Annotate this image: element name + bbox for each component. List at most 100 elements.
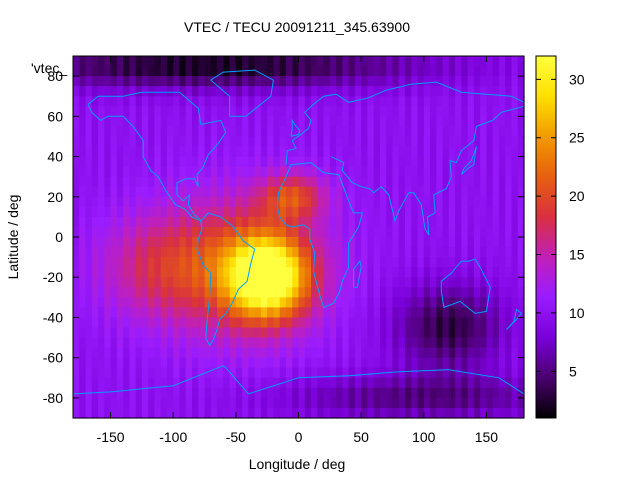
heatmap-cell	[135, 257, 143, 268]
heatmap-cell	[242, 176, 249, 188]
heatmap-cell	[166, 347, 174, 359]
heatmap-cell	[166, 66, 174, 77]
heatmap-cell	[361, 397, 368, 409]
heatmap-cell	[235, 136, 243, 148]
heatmap-cell	[492, 377, 500, 389]
heatmap-cell	[179, 407, 187, 419]
heatmap-cell	[160, 156, 168, 168]
heatmap-cell	[348, 126, 356, 138]
heatmap-cell	[373, 206, 381, 218]
heatmap-cell	[417, 166, 425, 178]
heatmap-cell	[210, 226, 218, 238]
heatmap-cell	[73, 166, 80, 178]
heatmap-cell	[192, 156, 199, 168]
heatmap-cell	[198, 397, 206, 409]
heatmap-cell	[279, 216, 287, 228]
heatmap-cell	[260, 367, 268, 379]
heatmap-cell	[110, 407, 118, 419]
heatmap-cell	[467, 106, 475, 117]
heatmap-cell	[373, 96, 381, 107]
heatmap-cell	[411, 367, 419, 379]
heatmap-cell	[279, 226, 287, 238]
heatmap-cell	[267, 166, 275, 178]
heatmap-cell	[279, 126, 287, 138]
heatmap-cell	[455, 156, 462, 168]
heatmap-cell	[229, 196, 237, 208]
heatmap-cell	[217, 407, 224, 419]
heatmap-cell	[517, 116, 525, 127]
heatmap-cell	[455, 237, 462, 248]
heatmap-cell	[267, 146, 275, 158]
heatmap-cell	[166, 237, 174, 248]
heatmap-cell	[436, 106, 444, 117]
heatmap-cell	[179, 267, 187, 278]
heatmap-cell	[404, 66, 412, 77]
heatmap-cell	[354, 247, 362, 258]
heatmap-cell	[304, 267, 312, 278]
heatmap-cell	[85, 66, 93, 77]
heatmap-cell	[198, 287, 206, 298]
heatmap-cell	[173, 377, 181, 389]
heatmap-cell	[367, 267, 375, 278]
heatmap-cell	[398, 96, 406, 107]
heatmap-cell	[98, 106, 105, 117]
heatmap-cell	[242, 126, 249, 138]
heatmap-cell	[229, 237, 237, 248]
heatmap-cell	[273, 56, 281, 67]
heatmap-cell	[498, 387, 506, 399]
heatmap-cell	[411, 267, 419, 278]
heatmap-cell	[129, 56, 137, 67]
heatmap-cell	[392, 226, 400, 238]
heatmap-cell	[85, 307, 93, 319]
heatmap-cell	[480, 297, 488, 308]
heatmap-cell	[498, 196, 506, 208]
heatmap-cell	[123, 297, 130, 308]
heatmap-cell	[480, 156, 488, 168]
heatmap-cell	[517, 347, 525, 359]
heatmap-cell	[392, 377, 400, 389]
heatmap-cell	[248, 126, 256, 138]
heatmap-cell	[398, 347, 406, 359]
heatmap-cell	[411, 407, 419, 419]
heatmap-cell	[379, 407, 387, 419]
heatmap-cell	[104, 287, 112, 298]
heatmap-cell	[417, 377, 425, 389]
heatmap-cell	[517, 146, 525, 158]
heatmap-cell	[505, 377, 513, 389]
heatmap-cell	[461, 116, 469, 127]
heatmap-cell	[473, 56, 481, 67]
heatmap-cell	[85, 226, 93, 238]
heatmap-cell	[373, 287, 381, 298]
heatmap-cell	[448, 287, 456, 298]
heatmap-cell	[317, 297, 325, 308]
heatmap-cell	[442, 136, 450, 148]
heatmap-cell	[511, 267, 519, 278]
heatmap-cell	[123, 317, 130, 329]
heatmap-cell	[148, 86, 156, 97]
heatmap-cell	[342, 136, 350, 148]
heatmap-cell	[498, 397, 506, 409]
heatmap-cell	[185, 397, 193, 409]
heatmap-cell	[311, 317, 318, 329]
heatmap-cell	[148, 116, 156, 127]
heatmap-cell	[154, 126, 162, 138]
heatmap-cell	[104, 86, 112, 97]
heatmap-cell	[91, 196, 99, 208]
heatmap-cell	[91, 407, 99, 419]
heatmap-cell	[141, 407, 149, 419]
heatmap-cell	[204, 136, 212, 148]
heatmap-cell	[129, 176, 137, 188]
heatmap-cell	[116, 206, 124, 218]
heatmap-cell	[505, 76, 513, 87]
heatmap-cell	[279, 407, 287, 419]
heatmap-cell	[173, 277, 181, 288]
heatmap-cell	[417, 407, 425, 419]
heatmap-cell	[141, 86, 149, 97]
heatmap-cell	[505, 267, 513, 278]
heatmap-cell	[323, 56, 331, 67]
heatmap-cell	[242, 106, 249, 117]
heatmap-cell	[430, 136, 437, 148]
heatmap-cell	[367, 377, 375, 389]
heatmap-cell	[79, 397, 87, 409]
heatmap-cell	[141, 257, 149, 268]
